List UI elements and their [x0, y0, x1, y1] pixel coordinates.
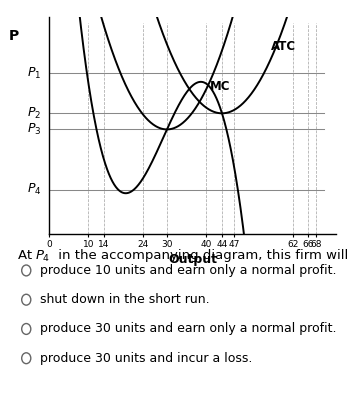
Text: $P_3$: $P_3$	[27, 122, 41, 137]
Text: in the accompanying diagram, this firm will: in the accompanying diagram, this firm w…	[54, 249, 349, 262]
Text: P: P	[8, 29, 19, 43]
Text: $P_4$: $P_4$	[35, 249, 50, 264]
Text: At: At	[18, 249, 36, 262]
Text: $P_2$: $P_2$	[27, 106, 41, 121]
Text: ATC: ATC	[271, 40, 296, 53]
Text: MC: MC	[210, 80, 230, 93]
Text: produce 30 units and incur a loss.: produce 30 units and incur a loss.	[40, 352, 252, 365]
Text: $P_4$: $P_4$	[27, 182, 41, 197]
Text: $P_1$: $P_1$	[27, 66, 41, 81]
Text: produce 30 units and earn only a normal profit.: produce 30 units and earn only a normal …	[40, 322, 336, 336]
Text: shut down in the short run.: shut down in the short run.	[40, 293, 209, 306]
Text: produce 10 units and earn only a normal profit.: produce 10 units and earn only a normal …	[40, 264, 336, 277]
X-axis label: Output: Output	[168, 253, 217, 266]
